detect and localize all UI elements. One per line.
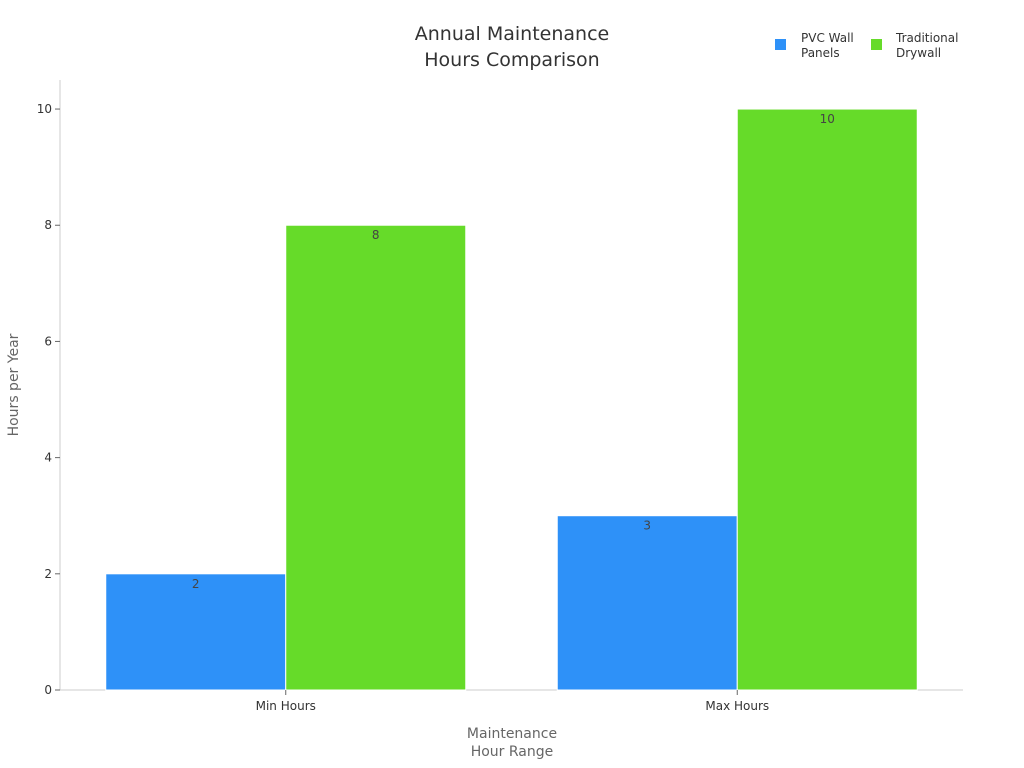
bar-data-label: 2 [192,577,200,591]
y-axis-label: Hours per Year [6,333,22,436]
x-tick-label: Max Hours [705,699,769,713]
legend-label-pvc-line-2: Panels [801,46,840,60]
y-tick-label: 8 [44,218,52,232]
bar-data-label: 8 [372,228,380,242]
bar-data-label: 10 [820,112,835,126]
legend-swatch-pvc [775,39,786,50]
y-tick-label: 6 [44,334,52,348]
plot-area: 0 2 4 6 8 10 2 8 Min Hours 3 10 Max Hours [37,80,963,713]
legend-label-drywall-line-1: Traditional [895,31,958,45]
y-tick-label: 10 [37,102,52,116]
bar [285,224,467,691]
chart-title-line-1: Annual Maintenance [415,23,609,45]
x-axis-label-line-2: Hour Range [471,744,554,760]
legend-swatch-drywall [871,39,882,50]
chart-title-line-2: Hours Comparison [424,49,599,71]
bar [736,108,918,691]
y-tick-label: 0 [44,683,52,697]
x-tick-label: Min Hours [256,699,316,713]
bar-data-label: 3 [643,519,651,533]
y-tick-label: 2 [44,567,52,581]
x-axis-label-line-1: Maintenance [467,726,557,742]
legend-label-pvc-line-1: PVC Wall [801,31,854,45]
bar [556,515,738,691]
legend-label-drywall-line-2: Drywall [896,46,941,60]
bar [105,573,287,691]
legend: PVC Wall Panels Traditional Drywall [775,31,958,60]
y-tick-label: 4 [44,451,52,465]
